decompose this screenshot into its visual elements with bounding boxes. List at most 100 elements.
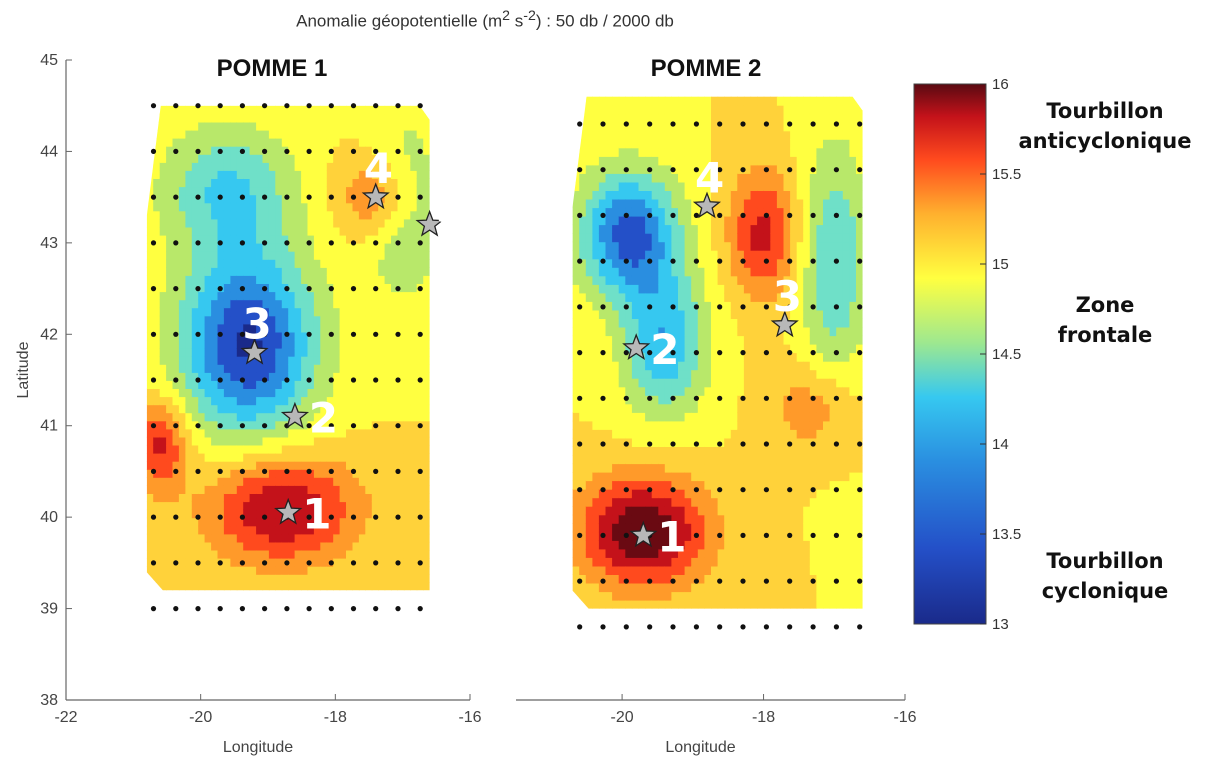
contour-cell — [307, 444, 315, 454]
contour-cell — [268, 259, 276, 268]
contour-cell — [691, 241, 699, 251]
contour-cell — [783, 523, 791, 533]
contour-cell — [294, 162, 302, 171]
contour-cell — [598, 267, 607, 277]
contour-cell — [301, 267, 309, 276]
contour-cell — [371, 428, 379, 438]
contour-cell — [198, 251, 206, 260]
contour-cell — [592, 446, 600, 456]
contour-cell — [365, 356, 373, 365]
contour-cell — [612, 216, 620, 226]
contour-cell — [159, 404, 167, 414]
contour-cell — [790, 301, 798, 311]
contour-cell — [249, 364, 257, 373]
contour-cell — [346, 275, 353, 284]
contour-cell — [743, 557, 752, 567]
contour-cell — [275, 356, 283, 365]
contour-cell — [301, 453, 309, 462]
contour-cell — [236, 477, 244, 486]
contour-cell — [724, 216, 732, 226]
contour-cell — [717, 250, 725, 260]
contour-cell — [333, 420, 341, 430]
contour-cell — [307, 396, 315, 406]
contour-cell — [783, 574, 791, 584]
contour-cell — [658, 446, 666, 456]
contour-cell — [146, 541, 154, 551]
contour-cell — [579, 139, 587, 149]
contour-cell — [684, 147, 692, 157]
contour-cell — [223, 194, 231, 204]
contour-cell — [204, 501, 212, 511]
contour-cell — [352, 331, 360, 341]
contour-cell — [178, 404, 186, 414]
contour-cell — [592, 506, 600, 516]
contour-cell — [776, 506, 785, 516]
contour-cell — [664, 565, 672, 575]
contour-cell — [724, 523, 732, 533]
contour-cell — [790, 455, 798, 465]
contour-cell — [262, 549, 270, 559]
contour-cell — [697, 403, 705, 413]
contour-cell — [403, 477, 411, 486]
contour-cell — [204, 129, 212, 139]
contour-cell — [757, 361, 765, 371]
contour-cell — [711, 122, 719, 132]
contour-cell — [365, 364, 373, 373]
contour-cell — [313, 477, 321, 486]
contour-cell — [416, 501, 424, 511]
contour-cell — [658, 224, 666, 234]
contour-cell — [249, 549, 257, 559]
contour-cell — [625, 574, 633, 584]
contour-cell — [770, 497, 778, 507]
contour-cell — [307, 582, 315, 591]
contour-cell — [313, 541, 321, 551]
contour-cell — [204, 444, 212, 454]
contour-cell — [598, 327, 607, 337]
contour-cell — [612, 224, 620, 234]
contour-cell — [365, 566, 373, 575]
contour-cell — [384, 162, 392, 171]
contour-cell — [691, 583, 699, 593]
contour-cell — [358, 105, 366, 115]
contour-cell — [153, 420, 161, 430]
contour-cell — [796, 199, 804, 209]
contour-cell — [730, 420, 738, 430]
contour-cell — [658, 147, 666, 157]
contour-cell — [358, 138, 366, 147]
contour-cell — [378, 501, 386, 511]
contour-cell — [307, 509, 315, 519]
contour-cell — [704, 386, 712, 396]
contour-cell — [403, 138, 411, 147]
contour-cell — [730, 327, 738, 337]
contour-cell — [671, 386, 679, 396]
contour-cell — [691, 523, 699, 533]
contour-cell — [592, 292, 600, 302]
contour-cell — [391, 582, 398, 591]
contour-cell — [365, 283, 373, 293]
contour-cell — [191, 493, 199, 503]
contour-cell — [711, 147, 719, 157]
contour-cell — [592, 190, 600, 200]
contour-cell — [249, 259, 257, 268]
contour-cell — [776, 531, 785, 541]
contour-cell — [397, 121, 405, 131]
contour-cell — [178, 194, 186, 204]
contour-cell — [166, 469, 174, 478]
contour-cell — [796, 207, 804, 217]
contour-cell — [783, 412, 791, 422]
contour-cell — [645, 122, 653, 132]
contour-cell — [651, 241, 659, 251]
contour-cell — [378, 243, 386, 252]
site-label: 2 — [309, 394, 338, 443]
contour-cell — [223, 356, 231, 365]
contour-cell — [783, 557, 791, 567]
contour-cell — [352, 549, 360, 559]
contour-cell — [333, 138, 341, 147]
contour-cell — [750, 173, 758, 183]
contour-cell — [770, 437, 778, 447]
contour-cell — [358, 234, 366, 244]
contour-cell — [410, 501, 418, 511]
contour-cell — [579, 181, 587, 191]
contour-cell — [185, 243, 193, 252]
contour-cell — [697, 514, 705, 524]
